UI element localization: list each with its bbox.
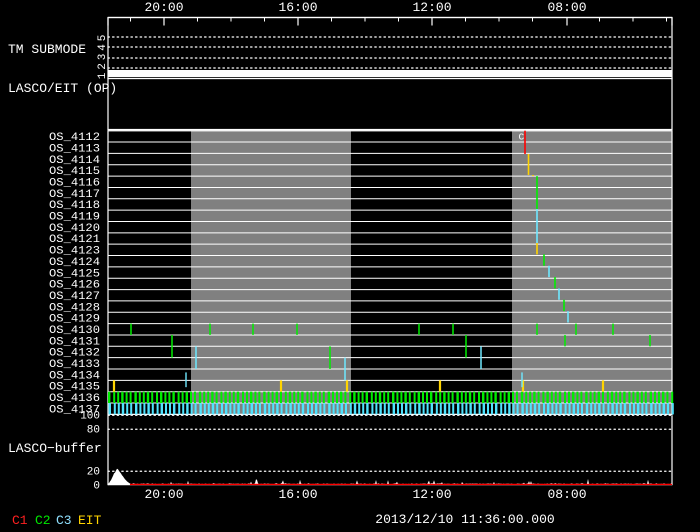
svg-text:EIT: EIT [78, 513, 102, 528]
svg-text:C1: C1 [12, 513, 28, 528]
svg-text:2013/12/10 11:36:00.000: 2013/12/10 11:36:00.000 [375, 512, 554, 527]
svg-text:C3: C3 [56, 513, 72, 528]
svg-text:08:00: 08:00 [547, 487, 586, 502]
svg-text:C2: C2 [35, 513, 51, 528]
svg-text:16:00: 16:00 [278, 487, 317, 502]
svg-text:12:00: 12:00 [412, 487, 451, 502]
svg-text:20:00: 20:00 [144, 487, 183, 502]
